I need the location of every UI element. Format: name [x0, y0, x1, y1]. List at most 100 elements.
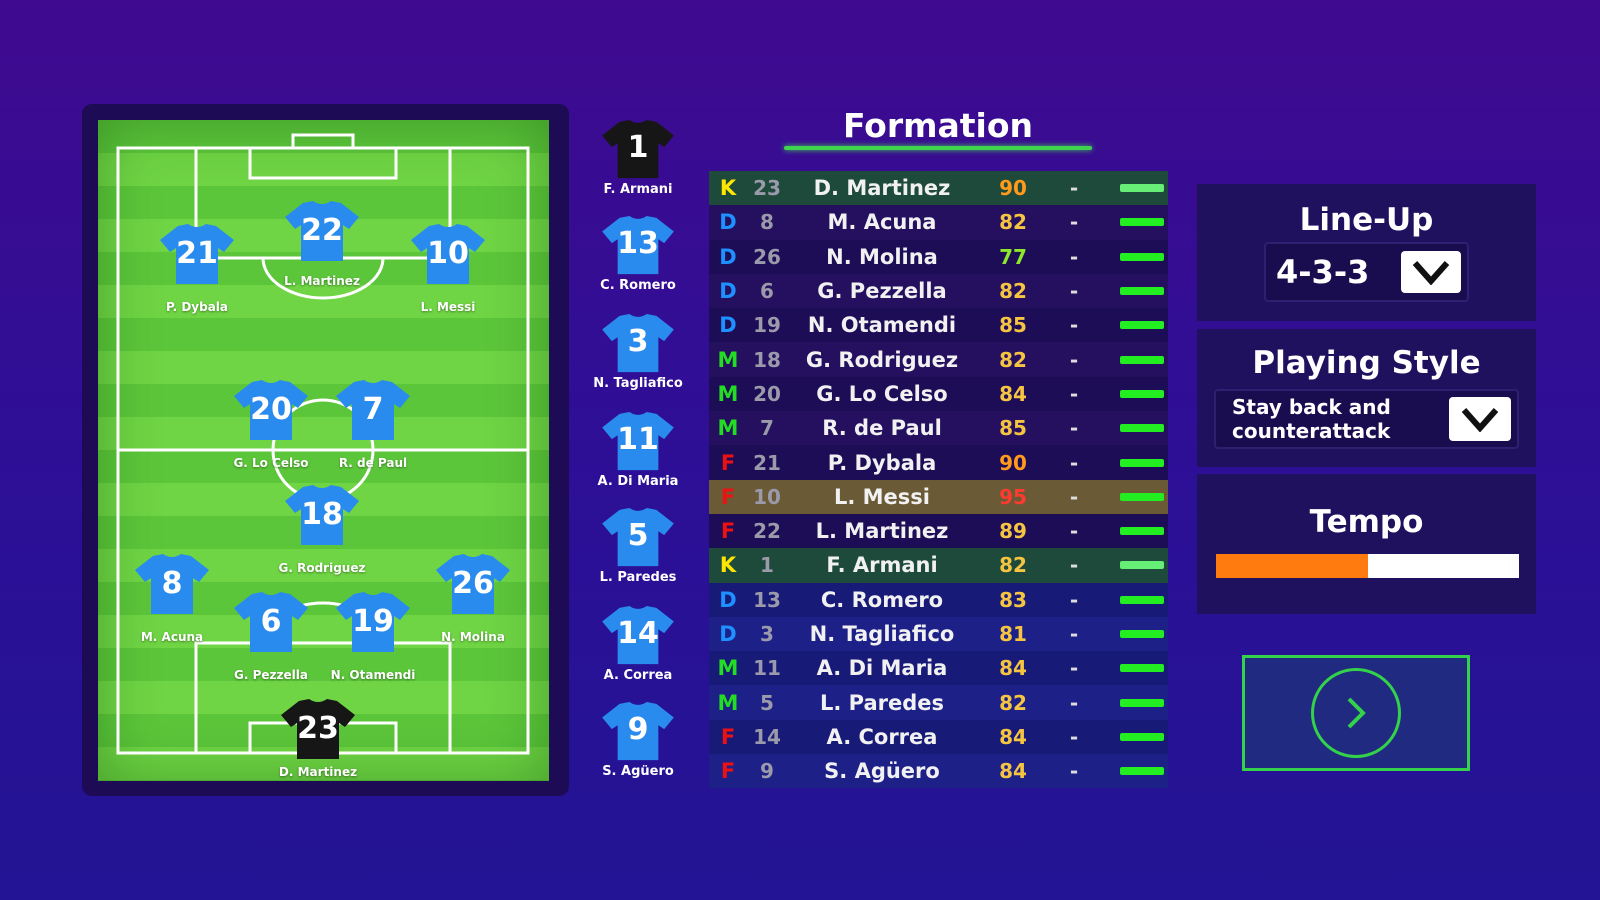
player-shirt[interactable]: 26: [434, 552, 512, 622]
shirt-number: 3: [627, 324, 649, 359]
rating: 82: [999, 553, 1027, 578]
rating: 84: [999, 656, 1027, 681]
stamina-bar: [1120, 184, 1164, 193]
shirt-number: 13: [617, 226, 659, 261]
squad-row[interactable]: F 14 A. Correa 84 -: [709, 719, 1168, 755]
shirt-number: 11: [753, 656, 781, 681]
status: -: [1069, 724, 1079, 749]
rating: 82: [999, 210, 1027, 235]
squad-row[interactable]: M 11 A. Di Maria 84 -: [709, 651, 1168, 686]
player-shirt[interactable]: 10: [409, 222, 487, 292]
status: -: [1069, 587, 1079, 612]
shirt-number: 22: [301, 213, 343, 248]
player-name: P. Dybala: [827, 450, 937, 475]
rating: 82: [999, 690, 1027, 715]
squad-row[interactable]: D 26 N. Molina 77 -: [709, 239, 1168, 274]
squad-row[interactable]: F 21 P. Dybala 90 -: [709, 445, 1168, 480]
squad-row[interactable]: M 5 L. Paredes 82 -: [709, 685, 1168, 720]
squad-row[interactable]: M 20 G. Lo Celso 84 -: [709, 376, 1168, 412]
lineup-select[interactable]: 4-3-3: [1264, 242, 1469, 302]
position: F: [720, 484, 736, 509]
stamina-bar: [1120, 355, 1164, 364]
player-shirt[interactable]: 18: [283, 483, 361, 553]
bench-player-shirt[interactable]: 1: [600, 118, 676, 182]
squad-row[interactable]: D 13 C. Romero 83 -: [709, 582, 1168, 617]
stamina-bar: [1120, 664, 1164, 673]
player-shirt[interactable]: 8: [133, 552, 211, 622]
position: F: [720, 519, 736, 544]
stamina-bar: [1120, 595, 1164, 604]
squad-row[interactable]: D 19 N. Otamendi 85 -: [709, 308, 1168, 343]
stamina-bar: [1120, 218, 1164, 227]
rating: 77: [999, 244, 1027, 269]
tempo-slider[interactable]: [1216, 554, 1519, 578]
rating: 83: [999, 587, 1027, 612]
squad-row[interactable]: M 7 R. de Paul 85 -: [709, 411, 1168, 446]
shirt-number: 20: [250, 392, 292, 427]
status: -: [1069, 210, 1079, 235]
chevron-down-icon[interactable]: [1449, 397, 1511, 441]
status: -: [1069, 381, 1079, 406]
shirt-number: 9: [760, 759, 774, 784]
squad-row[interactable]: M 18 G. Rodriguez 82 -: [709, 342, 1168, 377]
player-name: G. Lo Celso: [816, 381, 948, 406]
rating: 85: [999, 416, 1027, 441]
player-shirt[interactable]: 20: [232, 378, 310, 448]
shirt-number: 3: [760, 622, 774, 646]
position: M: [717, 416, 739, 441]
shirt-number: 20: [753, 381, 781, 406]
squad-row[interactable]: K 23 D. Martinez 90 -: [709, 171, 1168, 206]
status: -: [1069, 347, 1079, 372]
shirt-number: 11: [617, 422, 659, 457]
squad-row[interactable]: F 22 L. Martinez 89 -: [709, 513, 1168, 549]
shirt-number: 8: [161, 566, 183, 601]
next-button[interactable]: [1242, 655, 1470, 771]
shirt-number: 10: [753, 484, 781, 509]
bench-player-shirt[interactable]: 9: [600, 700, 676, 764]
bench-player-shirt[interactable]: 11: [600, 410, 676, 474]
pitch: 21 P. Dybala 22 L. Martinez 10 L. Messi 20 G. L…: [98, 120, 549, 781]
player-shirt[interactable]: 21: [158, 222, 236, 292]
tempo-panel: Tempo: [1197, 474, 1536, 614]
chevron-down-icon[interactable]: [1401, 251, 1461, 293]
shirt-number: 7: [362, 392, 384, 427]
status: -: [1069, 519, 1079, 544]
playing-style-value: Stay back and counterattack: [1232, 395, 1391, 443]
squad-row[interactable]: F 10 L. Messi 95 -: [709, 479, 1168, 514]
shirt-number: 26: [753, 244, 781, 269]
shirt-number: 6: [260, 604, 282, 639]
bench-player-shirt[interactable]: 3: [600, 312, 676, 376]
player-name-label: P. Dybala: [165, 300, 229, 314]
player-name-label: L. Messi: [420, 300, 476, 314]
squad-row[interactable]: D 6 G. Pezzella 82 -: [709, 273, 1168, 309]
shirt-number: 6: [760, 279, 774, 304]
stamina-bar: [1120, 767, 1164, 776]
shirt-number: 23: [297, 711, 339, 746]
stamina-bar: [1120, 698, 1164, 707]
player-shirt[interactable]: 19: [334, 590, 412, 660]
squad-row[interactable]: D 8 M. Acuna 82 -: [709, 205, 1168, 240]
status: -: [1069, 176, 1079, 201]
player-name: N. Tagliafico: [809, 622, 955, 646]
player-shirt[interactable]: 7: [334, 378, 412, 448]
stamina-bar: [1120, 389, 1164, 398]
shirt-number: 14: [753, 724, 781, 749]
squad-row[interactable]: F 9 S. Agüero 84 -: [709, 754, 1168, 789]
player-name-label: G. Rodriguez: [278, 561, 366, 575]
player-name: R. de Paul: [822, 416, 942, 441]
squad-row[interactable]: D 3 N. Tagliafico 81 -: [709, 616, 1168, 652]
bench-player-shirt[interactable]: 5: [600, 506, 676, 570]
playing-style-select[interactable]: Stay back and counterattack: [1214, 389, 1519, 449]
bench-player-name: F. Armani: [603, 182, 673, 197]
bench-player-shirt[interactable]: 14: [600, 604, 676, 668]
player-shirt[interactable]: 6: [232, 590, 310, 660]
player-name: N. Otamendi: [807, 313, 957, 338]
squad-row[interactable]: K 1 F. Armani 82 -: [709, 548, 1168, 583]
bench-player-shirt[interactable]: 13: [600, 214, 676, 278]
status: -: [1069, 622, 1079, 646]
position: F: [720, 450, 736, 475]
player-shirt[interactable]: 22: [283, 199, 361, 269]
player-shirt[interactable]: 23: [279, 697, 357, 767]
stamina-bar: [1120, 424, 1164, 433]
rating: 82: [999, 279, 1027, 304]
